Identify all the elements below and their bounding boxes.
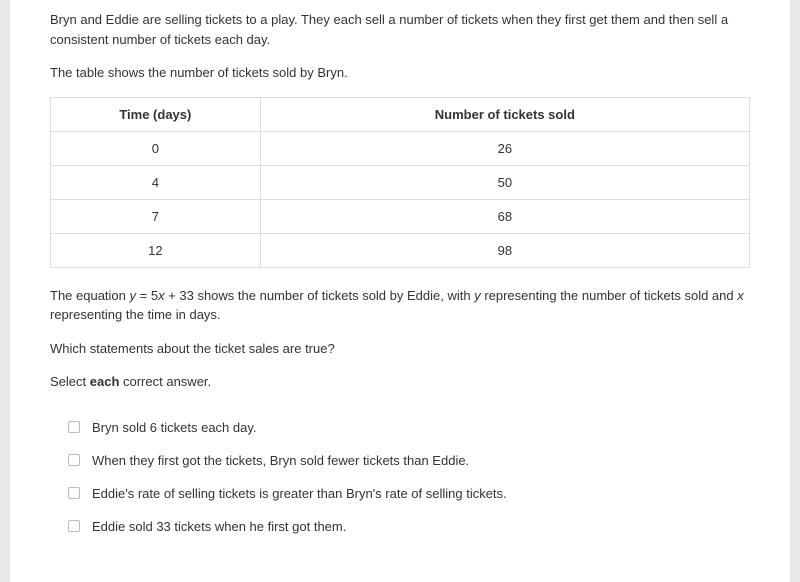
table-row: 12 98: [51, 233, 750, 267]
answer-label: Bryn sold 6 tickets each day.: [92, 420, 257, 435]
answer-option[interactable]: Bryn sold 6 tickets each day.: [50, 420, 750, 435]
question-prompt: Which statements about the ticket sales …: [50, 339, 750, 359]
eq-text: + 33 shows the number of tickets sold by…: [165, 288, 475, 303]
checkbox-icon[interactable]: [68, 487, 80, 499]
data-table: Time (days) Number of tickets sold 0 26 …: [50, 97, 750, 268]
intro-paragraph: Bryn and Eddie are selling tickets to a …: [50, 10, 750, 49]
table-row: 4 50: [51, 165, 750, 199]
checkbox-icon[interactable]: [68, 520, 80, 532]
select-pre: Select: [50, 374, 90, 389]
eq-text: representing the number of tickets sold …: [481, 288, 738, 303]
cell-tickets: 50: [260, 165, 749, 199]
eq-text: The equation: [50, 288, 130, 303]
select-prompt: Select each correct answer.: [50, 372, 750, 392]
checkbox-icon[interactable]: [68, 454, 80, 466]
cell-time: 4: [51, 165, 261, 199]
cell-time: 0: [51, 131, 261, 165]
equation-paragraph: The equation y = 5x + 33 shows the numbe…: [50, 286, 750, 325]
checkbox-icon[interactable]: [68, 421, 80, 433]
answer-option[interactable]: Eddie's rate of selling tickets is great…: [50, 486, 750, 501]
table-row: 7 68: [51, 199, 750, 233]
table-row: 0 26: [51, 131, 750, 165]
header-tickets: Number of tickets sold: [260, 97, 749, 131]
answer-label: Eddie's rate of selling tickets is great…: [92, 486, 507, 501]
answer-label: Eddie sold 33 tickets when he first got …: [92, 519, 346, 534]
answer-option[interactable]: Eddie sold 33 tickets when he first got …: [50, 519, 750, 534]
answer-label: When they first got the tickets, Bryn so…: [92, 453, 469, 468]
var-x: x: [737, 288, 744, 303]
eq-text: representing the time in days.: [50, 307, 221, 322]
cell-tickets: 98: [260, 233, 749, 267]
cell-time: 12: [51, 233, 261, 267]
answer-option[interactable]: When they first got the tickets, Bryn so…: [50, 453, 750, 468]
select-post: correct answer.: [119, 374, 211, 389]
eq-text: = 5: [136, 288, 158, 303]
question-card: Bryn and Eddie are selling tickets to a …: [10, 0, 790, 582]
cell-time: 7: [51, 199, 261, 233]
header-time: Time (days): [51, 97, 261, 131]
table-intro: The table shows the number of tickets so…: [50, 63, 750, 83]
cell-tickets: 26: [260, 131, 749, 165]
cell-tickets: 68: [260, 199, 749, 233]
select-bold: each: [90, 374, 120, 389]
table-header-row: Time (days) Number of tickets sold: [51, 97, 750, 131]
answers-section: Bryn sold 6 tickets each day. When they …: [50, 420, 750, 534]
